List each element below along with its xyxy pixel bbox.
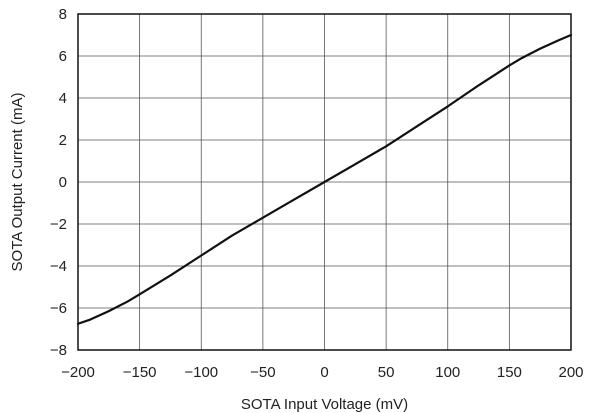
x-tick-label: 100 — [435, 364, 460, 381]
plot-frame — [77, 13, 572, 351]
x-tick-label: −50 — [250, 364, 275, 381]
y-tick-label: −8 — [50, 342, 67, 359]
x-tick-label: 150 — [497, 364, 522, 381]
series-line — [76, 33, 573, 325]
y-tick-label: 0 — [59, 174, 67, 191]
y-tick-label: 6 — [59, 48, 67, 65]
x-tick-label: 0 — [320, 364, 328, 381]
y-tick-label: 8 — [59, 6, 67, 23]
x-tick-label: −100 — [184, 364, 218, 381]
y-tick-label: 4 — [59, 90, 67, 107]
y-axis-label: SOTA Output Current (mA) — [9, 93, 26, 272]
x-axis-label: SOTA Input Voltage (mV) — [241, 396, 408, 413]
y-tick-label: −4 — [50, 258, 67, 275]
y-tick-label: −2 — [50, 216, 67, 233]
x-tick-label: −200 — [61, 364, 95, 381]
x-tick-labels: −200 −150 −100 −50 0 50 100 150 200 — [61, 364, 583, 381]
y-tick-label: 2 — [59, 132, 67, 149]
y-tick-labels: −8 −6 −4 −2 0 2 4 6 8 — [50, 6, 67, 359]
x-tick-label: −150 — [123, 364, 157, 381]
y-tick-label: −6 — [50, 300, 67, 317]
x-tick-label: 200 — [558, 364, 583, 381]
x-tick-label: 50 — [378, 364, 395, 381]
data-series — [76, 33, 573, 325]
